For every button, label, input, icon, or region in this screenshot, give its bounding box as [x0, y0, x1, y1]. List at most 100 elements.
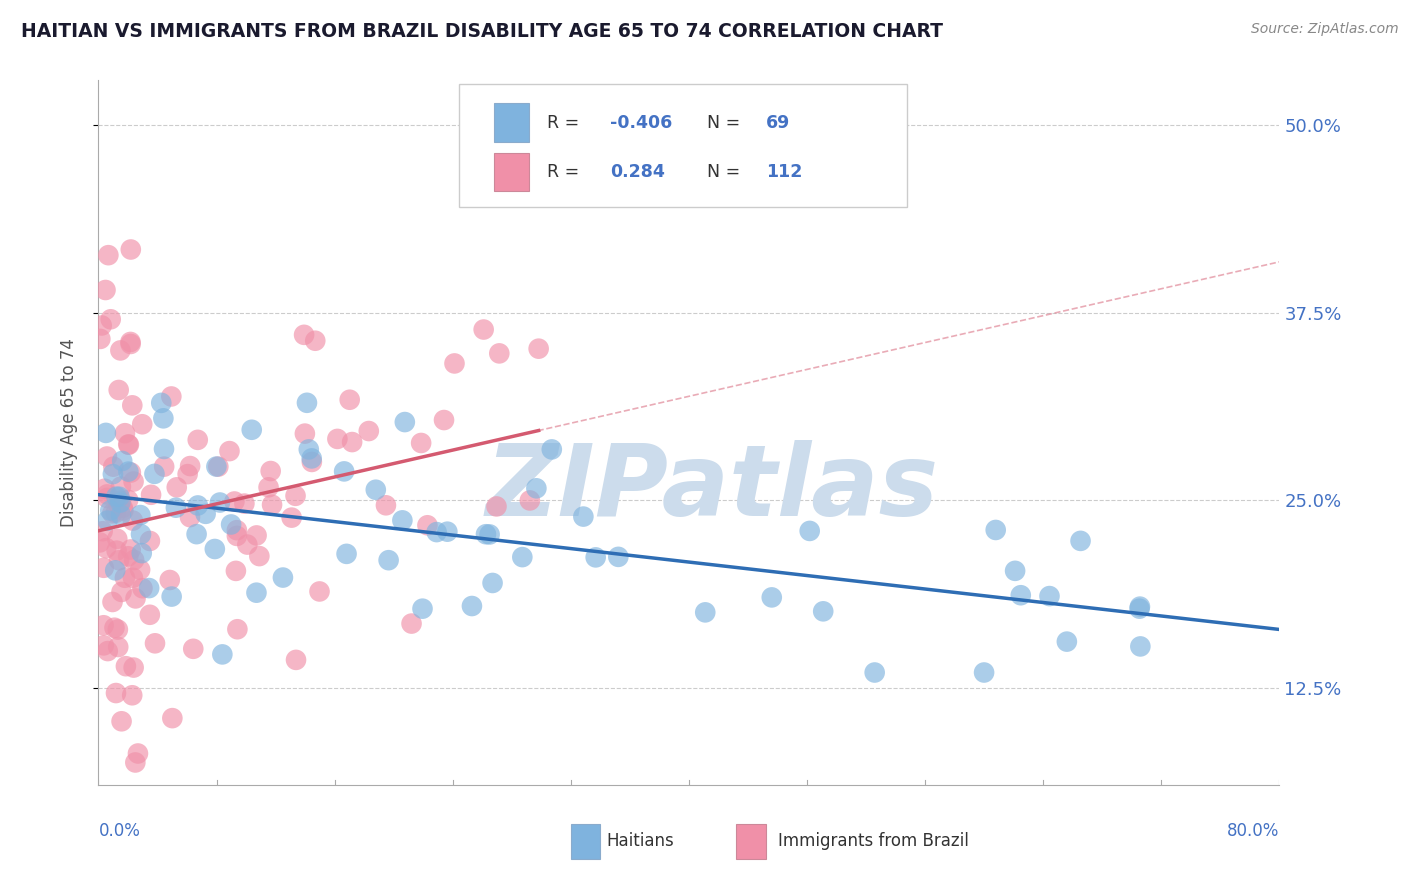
- Point: [105, 532, 128, 546]
- Point: [110, 714, 132, 729]
- Point: [107, 623, 129, 637]
- Point: [374, 498, 396, 512]
- Point: [115, 659, 138, 673]
- Point: [226, 622, 249, 636]
- Point: [187, 499, 209, 513]
- Point: [284, 489, 307, 503]
- Point: [1010, 588, 1032, 602]
- FancyBboxPatch shape: [494, 103, 530, 142]
- Point: [93, 561, 115, 575]
- Point: [257, 480, 280, 494]
- Point: [984, 523, 1007, 537]
- Point: [108, 553, 131, 567]
- Point: [153, 459, 176, 474]
- Point: [1070, 533, 1092, 548]
- Point: [108, 498, 131, 512]
- Point: [211, 648, 233, 662]
- Point: [411, 436, 433, 450]
- Point: [245, 585, 267, 599]
- Point: [121, 398, 143, 412]
- Point: [103, 459, 125, 474]
- Text: 0.0%: 0.0%: [98, 822, 141, 840]
- Point: [139, 533, 162, 548]
- Point: [436, 524, 458, 539]
- Text: N =: N =: [707, 113, 745, 131]
- Point: [114, 571, 136, 585]
- Point: [139, 607, 162, 622]
- Point: [112, 503, 135, 517]
- Point: [377, 553, 399, 567]
- Point: [93, 638, 115, 652]
- Point: [110, 508, 132, 522]
- Point: [443, 356, 465, 370]
- Point: [96, 541, 118, 555]
- Point: [105, 543, 128, 558]
- Point: [339, 392, 361, 407]
- Point: [1128, 601, 1150, 615]
- Point: [181, 641, 204, 656]
- Point: [204, 541, 226, 556]
- Point: [98, 503, 121, 517]
- Point: [186, 527, 208, 541]
- Text: Source: ZipAtlas.com: Source: ZipAtlas.com: [1251, 22, 1399, 37]
- Point: [143, 467, 166, 481]
- Point: [110, 479, 132, 493]
- Point: [240, 423, 263, 437]
- Point: [153, 442, 176, 456]
- Point: [304, 334, 326, 348]
- Point: [301, 455, 323, 469]
- Point: [110, 585, 132, 599]
- Point: [527, 342, 550, 356]
- Point: [761, 591, 783, 605]
- Text: -0.406: -0.406: [610, 113, 672, 131]
- Point: [152, 411, 174, 425]
- Point: [292, 327, 315, 342]
- Point: [472, 322, 495, 336]
- Text: 112: 112: [766, 163, 801, 181]
- Point: [127, 747, 149, 761]
- Point: [519, 493, 541, 508]
- Point: [96, 487, 118, 501]
- Point: [225, 523, 247, 537]
- Point: [122, 660, 145, 674]
- Point: [89, 535, 111, 549]
- Point: [105, 490, 128, 504]
- Point: [512, 550, 534, 565]
- Point: [973, 665, 995, 680]
- Point: [120, 466, 142, 480]
- Point: [357, 424, 380, 438]
- Point: [391, 513, 413, 527]
- Point: [110, 493, 132, 508]
- Point: [101, 595, 124, 609]
- Point: [485, 500, 508, 514]
- Point: [120, 542, 142, 557]
- Point: [280, 510, 302, 524]
- Text: Immigrants from Brazil: Immigrants from Brazil: [778, 832, 969, 850]
- Text: R =: R =: [547, 113, 585, 131]
- Point: [416, 518, 439, 533]
- Point: [97, 248, 120, 262]
- Point: [208, 495, 231, 509]
- Point: [107, 383, 129, 397]
- Point: [96, 491, 118, 505]
- Point: [461, 599, 484, 613]
- Point: [93, 618, 115, 632]
- Point: [118, 438, 141, 452]
- Point: [122, 553, 145, 567]
- Point: [326, 432, 349, 446]
- Text: ZIPatlas: ZIPatlas: [486, 441, 939, 538]
- Point: [104, 686, 127, 700]
- Point: [101, 467, 124, 482]
- Point: [117, 437, 139, 451]
- Point: [481, 576, 503, 591]
- Point: [96, 514, 118, 528]
- Point: [207, 459, 229, 474]
- Point: [245, 528, 267, 542]
- Text: 80.0%: 80.0%: [1227, 822, 1279, 840]
- Point: [131, 581, 153, 595]
- Text: R =: R =: [547, 163, 585, 181]
- Point: [572, 509, 595, 524]
- Point: [364, 483, 387, 497]
- Point: [124, 591, 146, 606]
- Point: [1038, 589, 1060, 603]
